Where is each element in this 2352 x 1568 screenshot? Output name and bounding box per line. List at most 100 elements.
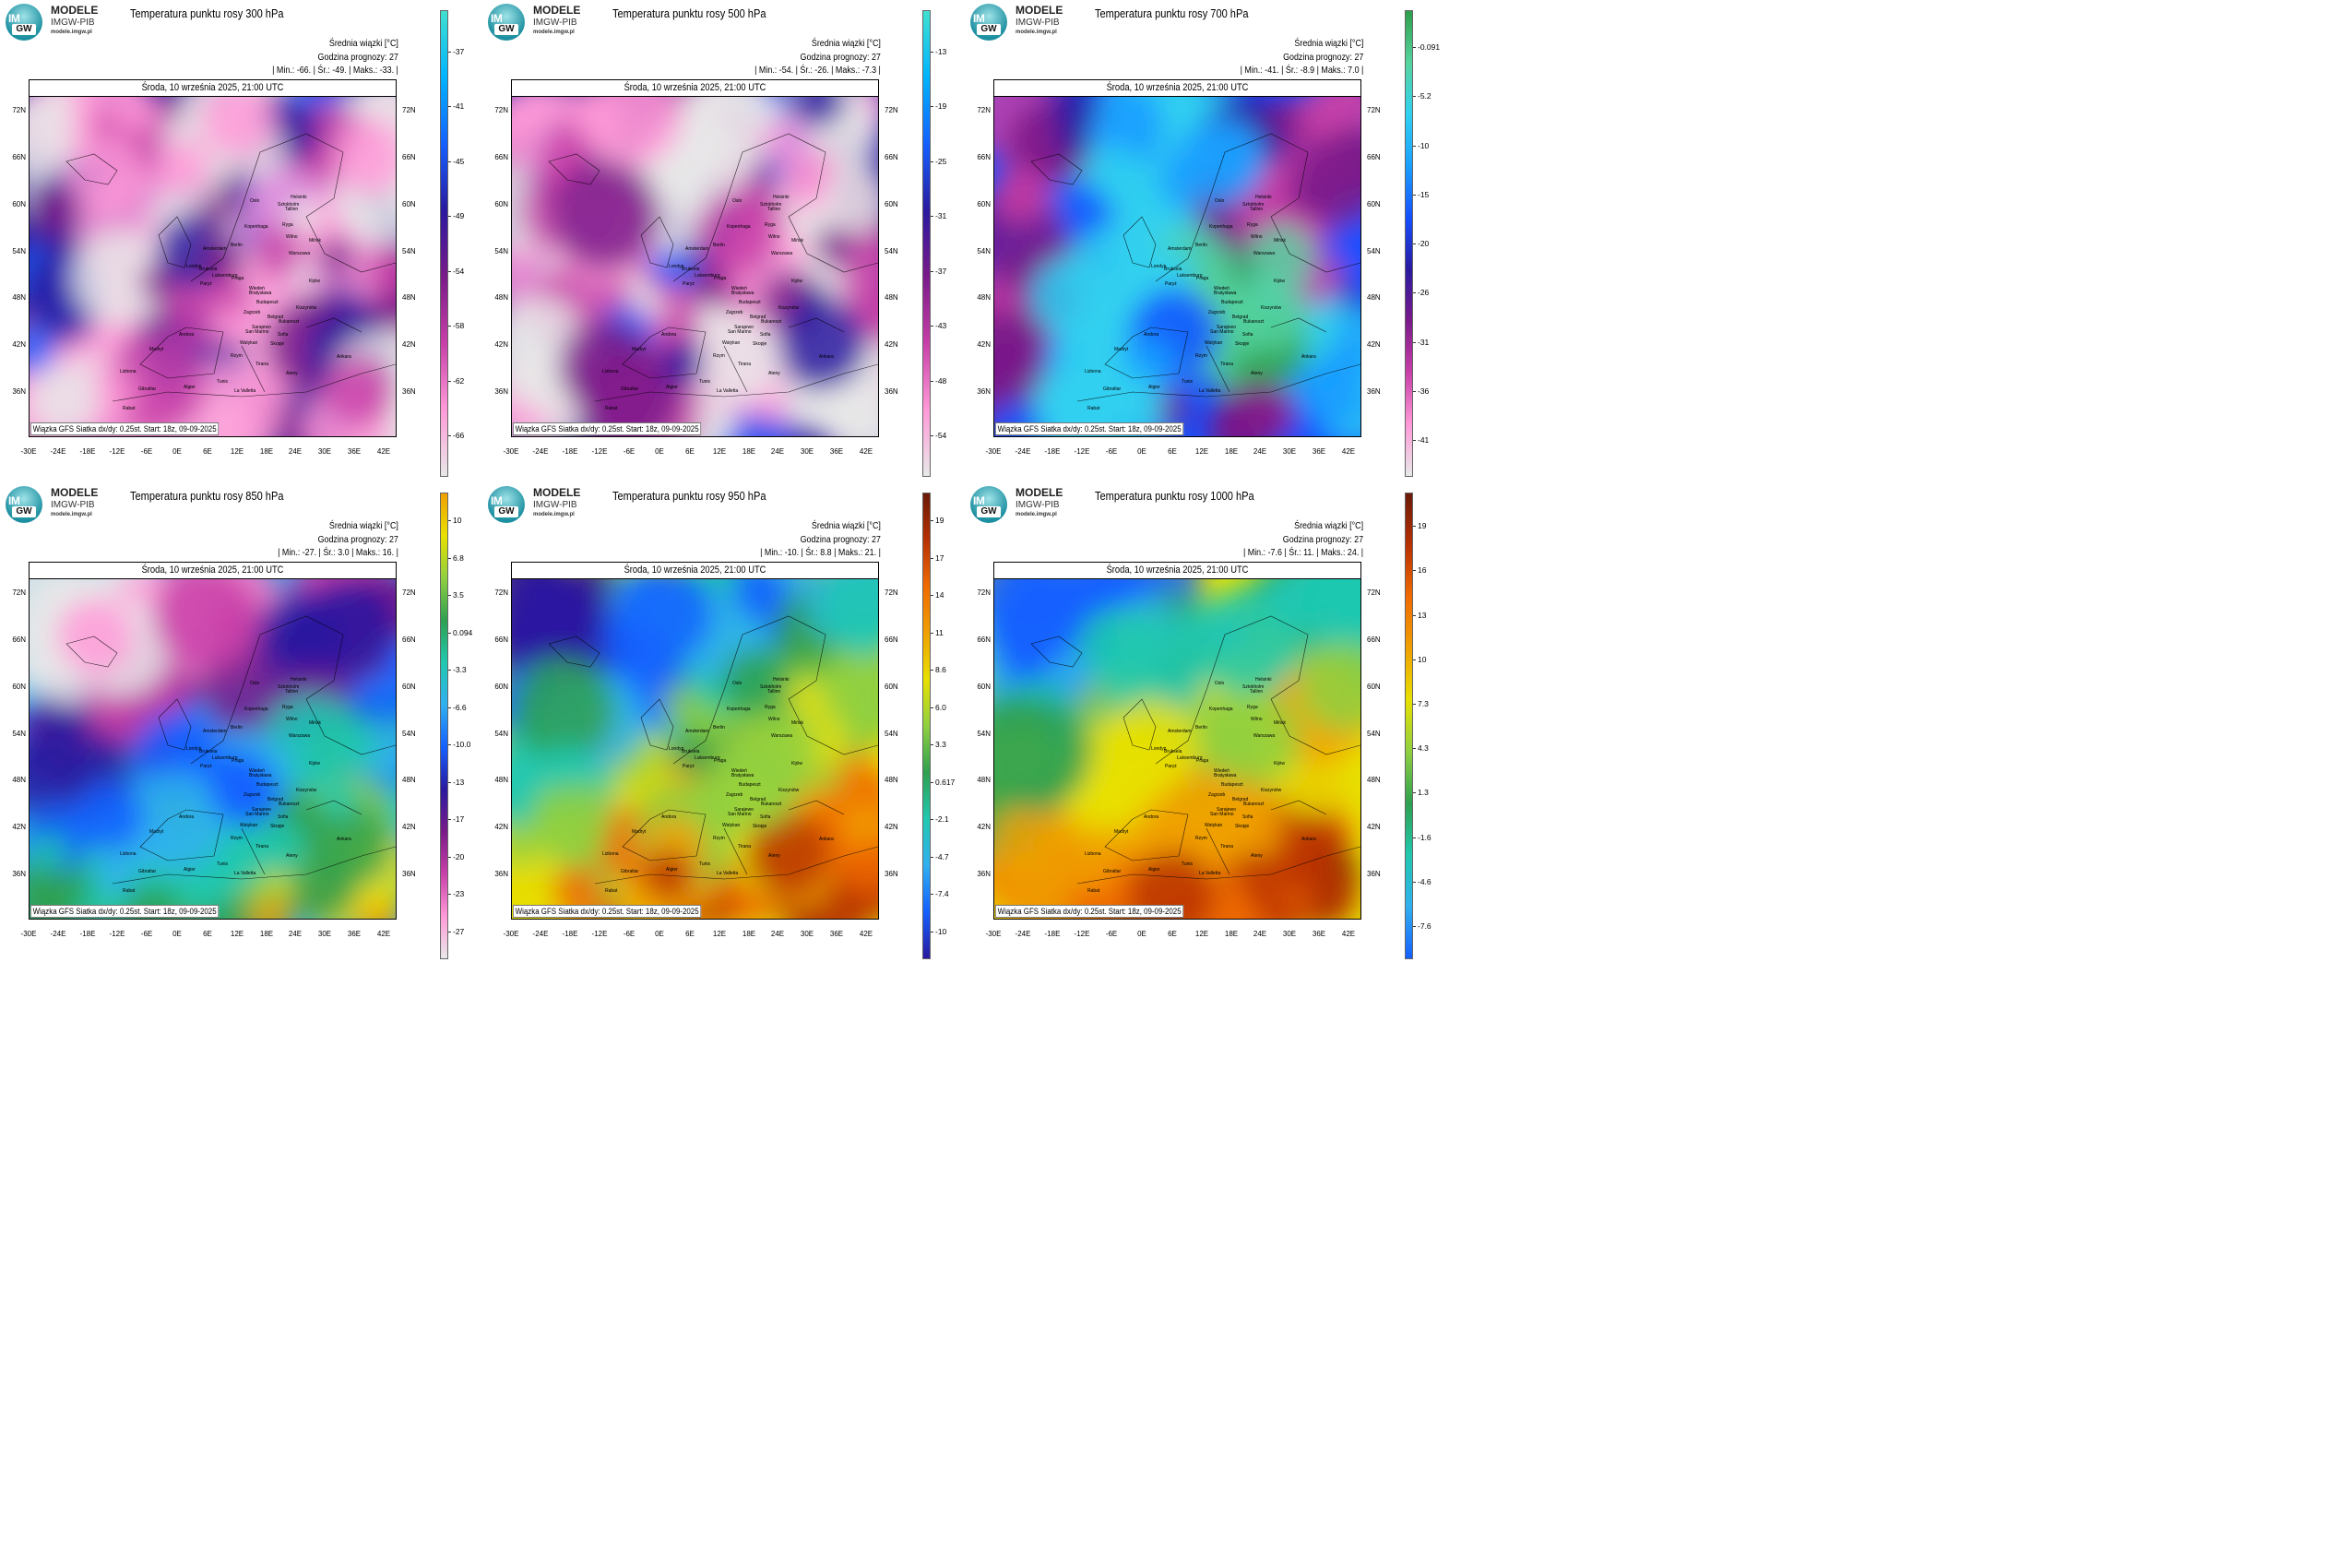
lat-label-left: 72N [12,106,26,114]
colorbar-label: -23 [453,889,465,899]
city-label: Mińsk [1274,238,1287,244]
colorbar-tick [448,781,451,783]
colorbar-tick [1413,659,1416,660]
lat-label-left: 66N [977,636,991,644]
lon-label: 30E [1282,447,1297,456]
lon-label: 42E [859,447,873,456]
lon-label: -12E [1074,447,1090,456]
city-label: Budapeszt [1221,782,1243,788]
lat-label-right: 60N [1367,683,1381,691]
lon-label: -18E [562,930,578,938]
stats-title: Średnia wiązki [°C] [1294,520,1363,531]
lon-label: -18E [79,930,96,938]
lat-label-right: 48N [402,776,416,784]
lon-label: 12E [230,447,244,456]
brand-line-3: modele.imgw.pl [533,30,575,35]
colorbar-label: 17 [935,552,944,563]
colorbar-tick [931,707,933,708]
city-label: Andora [661,814,677,820]
city-label: San Marino [728,812,752,817]
lat-label-right: 66N [402,636,416,644]
city-label: Amsterdam [1168,729,1192,734]
lon-label: 6E [1168,930,1177,938]
brand-line-2: IMGW-PIB [1016,500,1060,510]
lat-label-right: 48N [402,293,416,302]
city-label: Kopenhaga [727,224,751,230]
city-label: San Marino [1210,812,1234,817]
lon-label: -24E [50,930,66,938]
lat-label-left: 48N [494,293,508,302]
city-label: Andora [1144,332,1159,338]
lat-label-left: 72N [494,106,508,114]
city-label: Ankara [1301,354,1316,360]
city-label: Wilno [768,234,780,240]
imgw-logo: IM GW [6,4,42,41]
city-label: Sarajewo [252,325,271,330]
map-panel-500hpa: IM GW MODELE IMGW-PIB modele.imgw.pl Tem… [482,0,964,481]
colorbar-label: -62 [453,375,465,386]
colorbar-tick [448,51,451,53]
colorbar-tick [448,819,451,821]
lat-label-left: 66N [494,636,508,644]
city-label: Sztokholm [760,684,782,690]
lat-label-left: 54N [12,730,26,738]
city-label: Watykan [1205,823,1223,828]
city-label: La Valletta [1199,388,1221,394]
city-label: Lizbona [1085,851,1101,857]
city-label: Sarajewo [1217,807,1236,813]
city-label: Bruksela [682,267,700,272]
city-label: Tirana [255,844,268,849]
lon-label: 42E [376,930,391,938]
logo-text-top: IM [973,494,985,507]
stats-values: | Min.: -7.6 | Śr.: 11. | Maks.: 24. | [1242,547,1363,558]
brand-line-3: modele.imgw.pl [51,512,92,517]
colorbar-label: -20 [453,851,465,861]
lon-label: 24E [770,447,785,456]
city-label: Kijów [309,761,320,766]
colorbar-label: -1.6 [1418,832,1431,842]
city-label: Londyn [186,746,202,752]
colorbar [922,493,931,959]
colorbar-label: -20 [1418,239,1430,248]
city-label: Budapeszt [1221,300,1243,305]
city-label: Amsterdam [685,246,709,252]
map-frame: Środa, 10 września 2025, 21:00 UTC Oslo S… [993,79,1361,437]
lat-label-right: 54N [885,730,898,738]
city-label: Sztokholm [278,202,300,208]
logo-text-top: IM [491,12,503,25]
city-label: Wilno [1251,234,1263,240]
city-label: Budapeszt [256,300,279,305]
dewpoint-field: Oslo Sztokholm Helsinki Tallinn Ryga Wilno Kop… [994,579,1360,919]
city-label: Praga [1196,758,1209,764]
lon-label: 12E [1194,930,1209,938]
city-label: Helsinki [773,195,790,200]
lon-label: -12E [1074,930,1090,938]
brand-line-1: MODELE [533,486,581,499]
city-label: Wilno [286,717,298,722]
city-label: Paryż [1165,281,1177,287]
colorbar-tick [1413,748,1416,750]
city-label: Praga [714,276,727,281]
brand-line-3: modele.imgw.pl [51,30,92,35]
colorbar-tick [1413,194,1416,196]
lon-label: 30E [317,930,332,938]
coastline-outline [1030,615,1360,885]
lat-label-left: 66N [12,153,26,161]
imgw-logo: IM GW [6,486,42,523]
city-label: Rabat [123,406,136,411]
colorbar-label: 1.3 [1418,788,1429,798]
city-label: Tunis [217,861,229,867]
map-frame: Środa, 10 września 2025, 21:00 UTC Oslo S… [29,562,397,920]
city-label: Amsterdam [203,246,227,252]
city-label: Helsinki [1255,195,1272,200]
city-label: Skopje [1235,341,1250,347]
lat-label-left: 48N [12,293,26,302]
valid-date-text: Środa, 10 września 2025, 21:00 UTC [1106,82,1249,93]
city-label: Ryga [282,705,293,710]
city-label: Mińsk [1274,720,1287,726]
dewpoint-field: Oslo Sztokholm Helsinki Tallinn Ryga Wilno Kop… [30,579,396,919]
lon-label: 36E [347,447,362,456]
panel-title: Temperatura punktu rosy 1000 hPa [1095,489,1254,503]
lat-label-right: 60N [1367,200,1381,208]
city-label: Wiedeń [249,286,265,291]
